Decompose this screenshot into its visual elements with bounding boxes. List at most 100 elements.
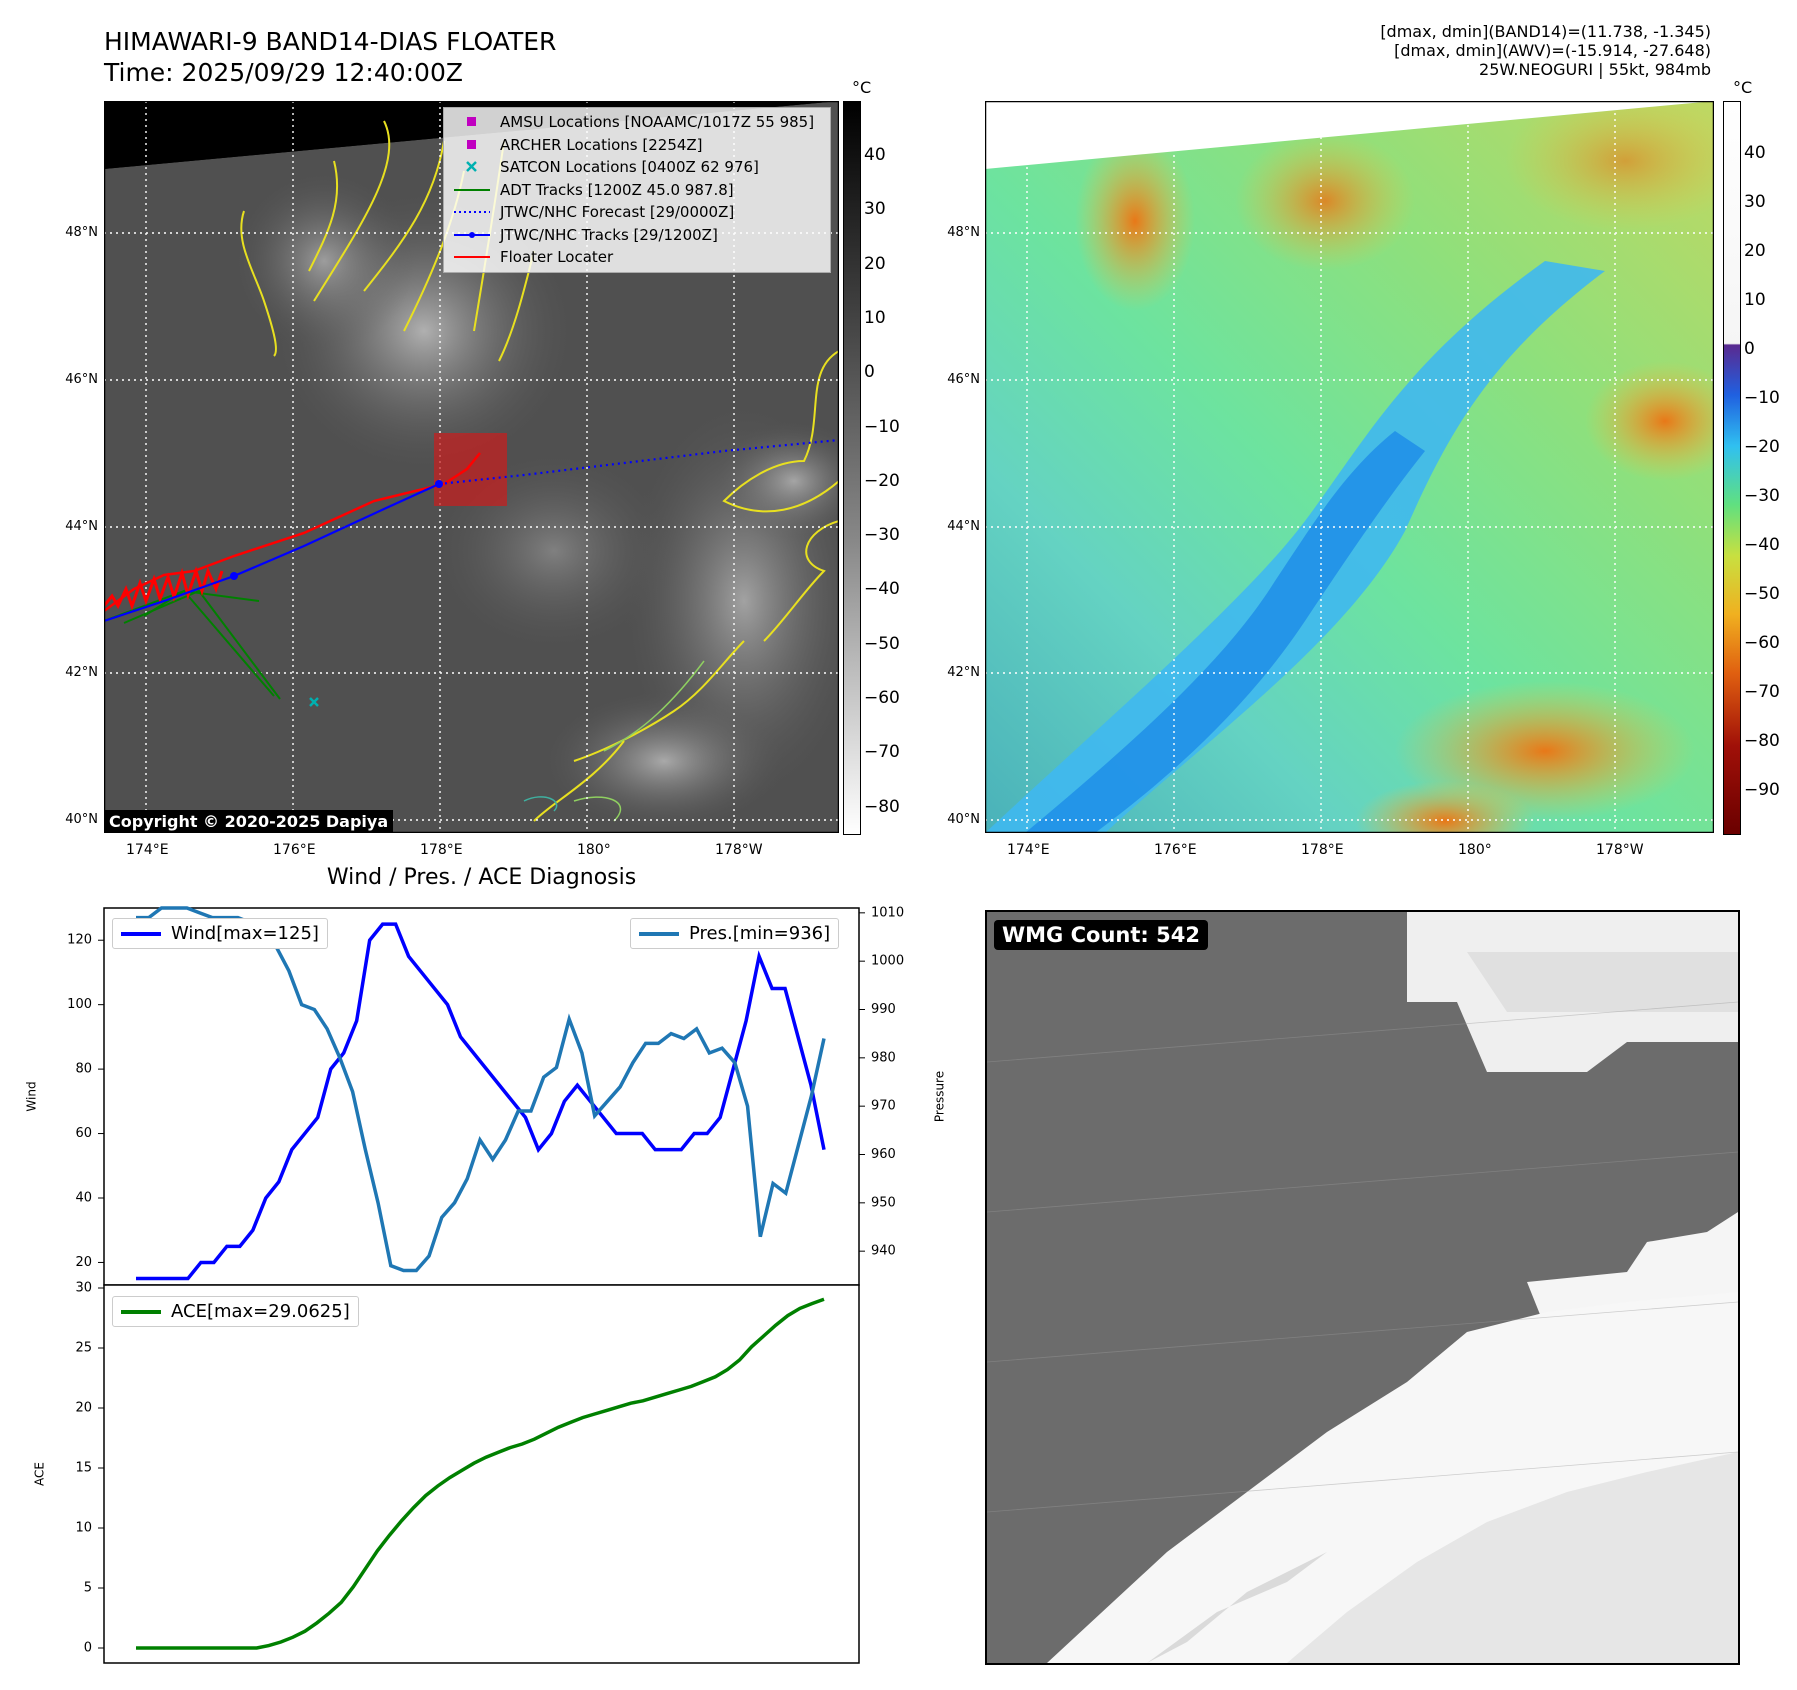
- track-legend-item: ARCHER Locations [2254Z]: [452, 134, 822, 157]
- colorbar-tick-label: −20: [864, 470, 900, 491]
- ir-colorbar-unit: °C: [852, 78, 872, 97]
- colorbar-tick-label: 10: [864, 307, 886, 328]
- ace-ytick-label: 5: [84, 1581, 92, 1596]
- lon-label: 174°E: [1007, 842, 1050, 858]
- colorbar-tick-label: −60: [1744, 633, 1780, 653]
- colorbar-tick-label: 20: [864, 253, 886, 274]
- wmg-count-badge: WMG Count: 542: [994, 920, 1208, 950]
- wind-legend-label: Wind[max=125]: [171, 923, 319, 944]
- ir-colorbar: [843, 101, 861, 835]
- track-legend-symbol: [452, 202, 492, 222]
- pressure-ytick-label: 970: [871, 1099, 896, 1114]
- lat-label: 42°N: [65, 665, 98, 680]
- ace-series-line: [136, 1297, 825, 1650]
- jtwc-forecast: [438, 438, 840, 486]
- lon-label: 180°: [1458, 842, 1492, 858]
- lon-label: 176°E: [1154, 842, 1197, 858]
- track-legend-item: JTWC/NHC Forecast [29/0000Z]: [452, 201, 822, 224]
- floater-box: [434, 433, 507, 506]
- pressure-ytick-label: 950: [871, 1195, 896, 1210]
- colorbar-tick-label: 0: [1744, 339, 1755, 359]
- ace-legend: ACE[max=29.0625]: [112, 1296, 359, 1327]
- copyright-badge: Copyright © 2020-2025 Dapiya: [104, 810, 394, 833]
- lat-label: 48°N: [947, 225, 980, 240]
- figure-title: HIMAWARI-9 BAND14-DIAS FLOATER Time: 202…: [104, 26, 556, 88]
- track-legend-symbol: [452, 112, 492, 132]
- track-legend-symbol: [452, 247, 492, 267]
- diag-title: Wind / Pres. / ACE Diagnosis: [326, 865, 637, 890]
- track-legend-symbol: [452, 135, 492, 155]
- pressure-legend-swatch: [639, 931, 679, 936]
- colorbar-tick-label: 40: [1744, 143, 1766, 163]
- colorbar-tick-label: 30: [864, 199, 886, 220]
- colorbar-tick-label: 30: [1744, 192, 1766, 212]
- lat-label: 44°N: [65, 519, 98, 534]
- pressure-legend-label: Pres.[min=936]: [689, 923, 831, 944]
- colorbar-tick-label: −30: [864, 525, 900, 546]
- wind-series-line: [136, 922, 826, 1281]
- ace-axis-label: ACE: [33, 1462, 47, 1486]
- lat-label: 42°N: [947, 665, 980, 680]
- info-storm: 25W.NEOGURI | 55kt, 984mb: [1479, 60, 1711, 79]
- colorbar-tick-label: −30: [1744, 486, 1780, 506]
- wv-colorbar-unit: °C: [1733, 78, 1753, 97]
- wind-pressure-axes-frame: [103, 907, 860, 1286]
- colorbar-tick-label: −10: [864, 416, 900, 437]
- lon-label: 178°E: [1301, 842, 1344, 858]
- colorbar-tick-label: −90: [1744, 780, 1780, 800]
- pressure-ytick-label: 1010: [871, 905, 904, 920]
- jtwc-track: [103, 482, 440, 623]
- ace-ytick-label: 0: [84, 1641, 92, 1656]
- lat-label: 40°N: [65, 812, 98, 827]
- lon-label: 178°E: [420, 842, 463, 858]
- ace-ytick-label: 25: [75, 1341, 92, 1356]
- colorbar-tick-label: −80: [1744, 731, 1780, 751]
- track-legend-label: ADT Tracks [1200Z 45.0 987.8]: [500, 180, 734, 199]
- colorbar-tick-label: −70: [1744, 682, 1780, 702]
- wind-axis-label: Wind: [25, 1081, 39, 1111]
- pressure-ytick-label: 940: [871, 1244, 896, 1259]
- wmg-image: [987, 912, 1738, 1663]
- lon-label: 176°E: [273, 842, 316, 858]
- colorbar-tick-label: −40: [864, 579, 900, 600]
- ace-ytick-label: 20: [75, 1401, 92, 1416]
- info-band14-range: [dmax, dmin](BAND14)=(11.738, -1.345): [1380, 22, 1711, 41]
- wv-lat-labels: 48°N 46°N 44°N 42°N 40°N: [940, 101, 980, 833]
- colorbar-tick-label: 20: [1744, 241, 1766, 261]
- track-legend-symbol: [452, 225, 492, 245]
- info-awv-range: [dmax, dmin](AWV)=(-15.914, -27.648): [1394, 41, 1711, 60]
- ir-lat-labels: 48°N 46°N 44°N 42°N 40°N: [58, 101, 98, 833]
- track-legend-item: ADT Tracks [1200Z 45.0 987.8]: [452, 179, 822, 202]
- wind-legend: Wind[max=125]: [112, 918, 328, 949]
- colorbar-tick-label: −80: [864, 796, 900, 817]
- track-legend-label: JTWC/NHC Forecast [29/0000Z]: [500, 203, 735, 221]
- wv-map: [984, 91, 1745, 861]
- colorbar-tick-label: −40: [1744, 535, 1780, 555]
- colorbar-tick-label: −20: [1744, 437, 1780, 457]
- colorbar-tick-label: 10: [1744, 290, 1766, 310]
- pressure-ytick-label: 1000: [871, 954, 904, 969]
- ace-legend-label: ACE[max=29.0625]: [171, 1301, 350, 1322]
- colorbar-tick-label: −60: [864, 688, 900, 708]
- colorbar-tick-label: −50: [864, 633, 900, 654]
- wv-colorbar: [1723, 101, 1741, 835]
- satcon-marker: [309, 697, 319, 707]
- storm-info: [dmax, dmin](BAND14)=(11.738, -1.345) [d…: [1380, 22, 1711, 79]
- ace-ytick-label: 10: [75, 1521, 92, 1536]
- wmg-panel: [985, 910, 1740, 1665]
- lon-label: 174°E: [126, 842, 169, 858]
- title-line-satellite: HIMAWARI-9 BAND14-DIAS FLOATER: [104, 27, 557, 56]
- ace-ytick-label: 30: [75, 1281, 92, 1296]
- track-legend-item: JTWC/NHC Tracks [29/1200Z]: [452, 224, 822, 247]
- colorbar-tick-label: −10: [1744, 388, 1780, 408]
- track-legend-item: SATCON Locations [0400Z 62 976]: [452, 156, 822, 179]
- wind-ytick-label: 20: [75, 1255, 92, 1270]
- track-legend-label: AMSU Locations [NOAAMC/1017Z 55 985]: [500, 113, 815, 131]
- lat-label: 40°N: [947, 812, 980, 827]
- colorbar-tick-label: −50: [1744, 584, 1780, 604]
- wind-ytick-label: 120: [67, 933, 92, 948]
- ace-axes-frame: [103, 1284, 860, 1664]
- track-legend-item: AMSU Locations [NOAAMC/1017Z 55 985]: [452, 111, 822, 134]
- diagnosis-charts: 2040608010012094095096097098099010001010…: [25, 905, 947, 1664]
- wind-legend-swatch: [121, 931, 161, 936]
